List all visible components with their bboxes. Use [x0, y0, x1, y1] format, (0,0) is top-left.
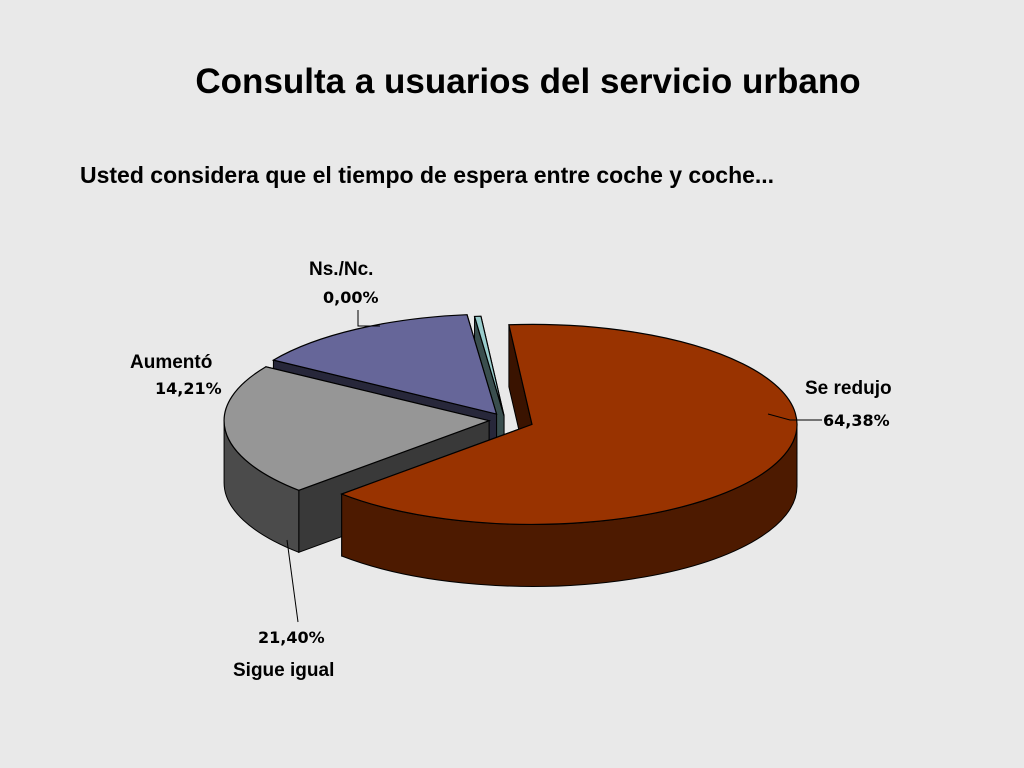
chart-title: Consulta a usuarios del servicio urbano	[195, 62, 861, 101]
slice-label-sigue-igual: Sigue igual	[233, 660, 334, 681]
slice-top-nsnc	[473, 315, 505, 416]
slice-value-se-redujo: 64,38%	[823, 411, 890, 430]
slice-value-nsnc: 0,00%	[323, 288, 379, 307]
slice-top-sigue-igual	[223, 366, 492, 491]
slice-top-aumento	[271, 314, 498, 415]
slice-top-se-redujo	[340, 323, 798, 525]
chart-subtitle: Usted considera que el tiempo de espera …	[80, 162, 775, 188]
slice-label-aumento: Aumentó	[130, 352, 212, 373]
slice-value-aumento: 14,21%	[155, 379, 222, 398]
leader-line-nsnc	[357, 310, 380, 327]
slice-value-sigue-igual: 21,40%	[258, 628, 325, 647]
pie-slices	[223, 314, 798, 587]
slice-label-se-redujo: Se redujo	[805, 378, 892, 399]
slice-label-nsnc: Ns./Nc.	[309, 259, 373, 280]
leader-line-se-redujo	[767, 413, 822, 421]
leader-line-sigue-igual	[286, 539, 299, 623]
pie-labels: Se redujo 64,38% 21,40% Sigue igual Aume…	[130, 259, 892, 681]
